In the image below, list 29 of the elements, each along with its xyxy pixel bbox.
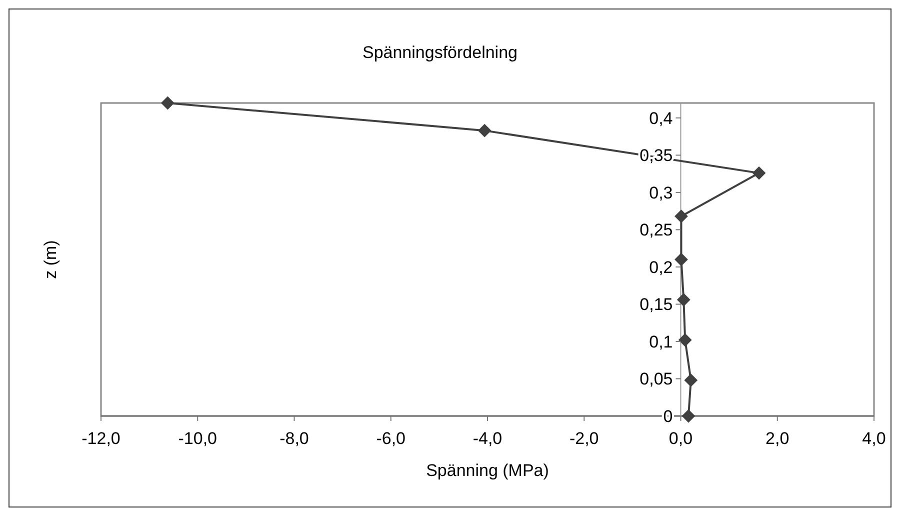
y-tick-label: 0 (663, 407, 673, 426)
x-tick-label: -2,0 (569, 429, 599, 448)
x-tick-label: -4,0 (472, 429, 502, 448)
x-tick-label: 4,0 (862, 429, 886, 448)
y-axis-title: z (m) (41, 240, 60, 279)
y-tick-label: 0,2 (649, 258, 673, 277)
x-tick-label: -6,0 (376, 429, 406, 448)
x-tick-label: -10,0 (178, 429, 217, 448)
x-tick-label: -12,0 (82, 429, 120, 448)
x-tick-label: 0,0 (668, 429, 693, 448)
x-tick-label: -8,0 (280, 429, 309, 448)
point (678, 333, 692, 346)
point (677, 293, 690, 306)
point (674, 210, 688, 223)
point (161, 96, 174, 110)
y-tick-label: 0,15 (640, 295, 673, 314)
point (752, 166, 766, 180)
y-tick-label: 0,3 (649, 183, 673, 202)
x-axis-title: Spänning (MPa) (426, 461, 549, 480)
y-tick-label: 0,1 (649, 332, 673, 352)
y-tick-label: 0,4 (649, 108, 673, 128)
y-tick-label: 0,05 (640, 370, 673, 389)
point (478, 124, 492, 138)
point (682, 410, 695, 422)
point (684, 374, 698, 387)
x-tick-label: 2,0 (766, 429, 790, 448)
point (674, 253, 688, 266)
chart-title: Spänningsfördelning (362, 43, 518, 62)
y-tick-label: 0,25 (640, 220, 673, 240)
